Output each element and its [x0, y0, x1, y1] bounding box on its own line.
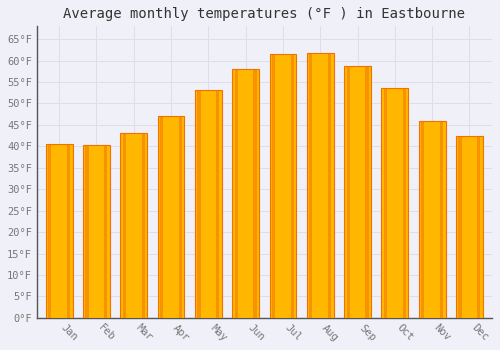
Bar [83, 146, 110, 318]
Bar [254, 69, 256, 318]
Bar [382, 88, 408, 318]
Bar [402, 88, 406, 318]
Bar [456, 135, 483, 318]
Bar [384, 88, 387, 318]
Bar [67, 144, 70, 318]
Bar [309, 53, 312, 318]
Bar [270, 54, 296, 318]
Title: Average monthly temperatures (°F ) in Eastbourne: Average monthly temperatures (°F ) in Ea… [64, 7, 466, 21]
Bar [344, 66, 371, 318]
Bar [158, 116, 184, 318]
Bar [272, 54, 275, 318]
Bar [142, 133, 145, 318]
Bar [179, 116, 182, 318]
Bar [234, 69, 238, 318]
Bar [48, 144, 51, 318]
Bar [160, 116, 164, 318]
Bar [418, 121, 446, 318]
Bar [104, 146, 108, 318]
Bar [290, 54, 294, 318]
Bar [421, 121, 424, 318]
Bar [366, 66, 368, 318]
Bar [307, 53, 334, 318]
Bar [346, 66, 350, 318]
Bar [198, 90, 200, 318]
Bar [232, 69, 259, 318]
Bar [120, 133, 147, 318]
Bar [458, 135, 462, 318]
Bar [328, 53, 331, 318]
Bar [46, 144, 72, 318]
Bar [195, 90, 222, 318]
Bar [440, 121, 443, 318]
Bar [86, 146, 88, 318]
Bar [216, 90, 220, 318]
Bar [123, 133, 126, 318]
Bar [477, 135, 480, 318]
